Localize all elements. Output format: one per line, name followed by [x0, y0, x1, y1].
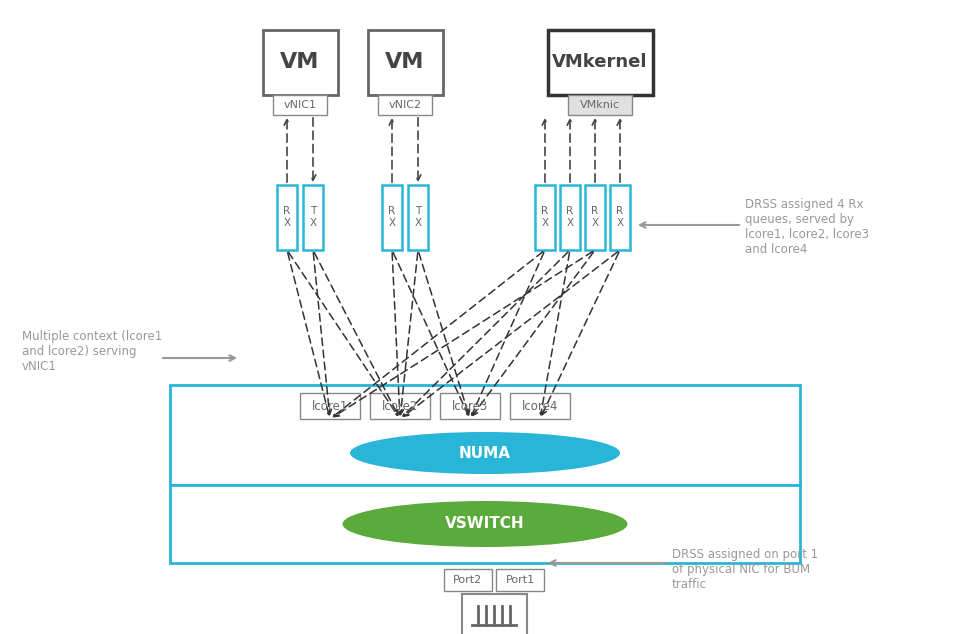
- Text: VMknic: VMknic: [580, 100, 620, 110]
- Text: vNIC1: vNIC1: [283, 100, 317, 110]
- Text: VM: VM: [385, 52, 424, 72]
- Text: R
X: R X: [389, 206, 396, 228]
- Text: Port1: Port1: [505, 575, 535, 585]
- Bar: [170, 385, 800, 485]
- Text: T
X: T X: [309, 206, 317, 228]
- Text: lcore3: lcore3: [452, 399, 488, 413]
- Bar: [535, 185, 555, 250]
- Bar: [568, 95, 632, 115]
- Bar: [277, 185, 297, 250]
- Text: R
X: R X: [616, 206, 624, 228]
- Text: R
X: R X: [566, 206, 573, 228]
- Text: DRSS assigned 4 Rx
queues, served by
lcore1, lcore2, lcore3
and lcore4: DRSS assigned 4 Rx queues, served by lco…: [745, 198, 869, 256]
- Text: R
X: R X: [283, 206, 291, 228]
- Text: VM: VM: [280, 52, 320, 72]
- Text: lcore2: lcore2: [382, 399, 419, 413]
- Bar: [610, 185, 630, 250]
- Bar: [462, 594, 527, 634]
- Text: DRSS assigned on port 1
of physical NIC for BUM
traffic: DRSS assigned on port 1 of physical NIC …: [672, 548, 818, 591]
- Bar: [368, 30, 443, 95]
- Bar: [170, 485, 800, 563]
- Text: VSWITCH: VSWITCH: [445, 517, 525, 531]
- Text: Multiple context (lcore1
and lcore2) serving
vNIC1: Multiple context (lcore1 and lcore2) ser…: [22, 330, 162, 373]
- Text: vNIC2: vNIC2: [389, 100, 421, 110]
- Text: T
X: T X: [415, 206, 421, 228]
- Text: R
X: R X: [591, 206, 599, 228]
- Bar: [378, 95, 432, 115]
- Bar: [303, 185, 323, 250]
- Bar: [444, 569, 492, 591]
- Bar: [370, 393, 430, 419]
- Bar: [496, 569, 544, 591]
- Bar: [585, 185, 605, 250]
- Text: Port2: Port2: [453, 575, 483, 585]
- Bar: [263, 30, 338, 95]
- Text: R
X: R X: [541, 206, 548, 228]
- Bar: [273, 95, 327, 115]
- Text: NUMA: NUMA: [459, 446, 511, 460]
- Ellipse shape: [343, 501, 628, 547]
- Bar: [300, 393, 360, 419]
- Text: lcore1: lcore1: [312, 399, 348, 413]
- Text: VMkernel: VMkernel: [552, 53, 648, 71]
- Text: lcore4: lcore4: [522, 399, 558, 413]
- Bar: [440, 393, 500, 419]
- Bar: [548, 30, 653, 95]
- Bar: [408, 185, 428, 250]
- Ellipse shape: [350, 432, 620, 474]
- Bar: [560, 185, 580, 250]
- Bar: [510, 393, 570, 419]
- Bar: [382, 185, 402, 250]
